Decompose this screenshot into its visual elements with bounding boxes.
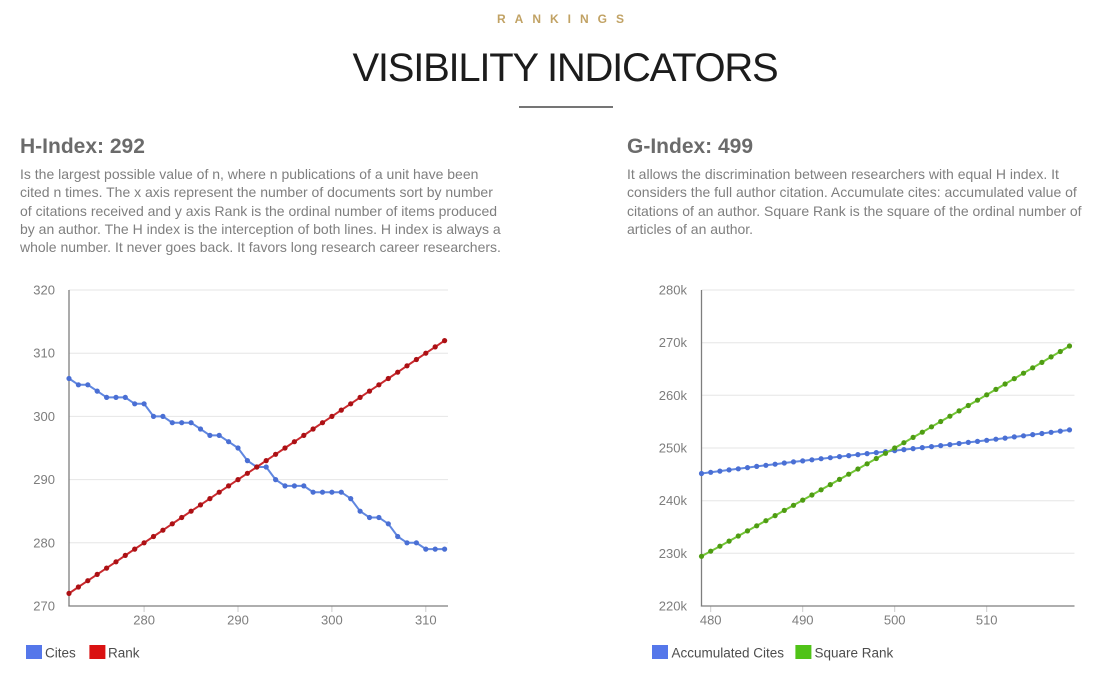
- svg-text:Cites: Cites: [45, 646, 76, 661]
- svg-text:290: 290: [33, 472, 55, 487]
- svg-text:510: 510: [976, 613, 998, 628]
- svg-text:280k: 280k: [659, 283, 688, 298]
- svg-text:260k: 260k: [659, 388, 688, 403]
- svg-text:300: 300: [33, 409, 55, 424]
- svg-text:280: 280: [33, 535, 55, 550]
- svg-text:270k: 270k: [659, 335, 688, 350]
- svg-text:270: 270: [33, 599, 55, 614]
- svg-text:220k: 220k: [659, 599, 688, 614]
- svg-text:500: 500: [884, 613, 906, 628]
- svg-text:310: 310: [415, 613, 437, 628]
- svg-text:280: 280: [133, 613, 155, 628]
- svg-text:320: 320: [33, 283, 55, 298]
- svg-text:250k: 250k: [659, 441, 688, 456]
- svg-text:290: 290: [227, 613, 249, 628]
- svg-text:240k: 240k: [659, 493, 688, 508]
- svg-text:300: 300: [321, 613, 343, 628]
- svg-text:230k: 230k: [659, 546, 688, 561]
- svg-text:Square Rank: Square Rank: [815, 646, 894, 661]
- svg-text:490: 490: [792, 613, 814, 628]
- svg-text:Rank: Rank: [108, 646, 140, 661]
- svg-text:Accumulated Cites: Accumulated Cites: [672, 646, 785, 661]
- svg-text:310: 310: [33, 346, 55, 361]
- svg-text:480: 480: [700, 613, 722, 628]
